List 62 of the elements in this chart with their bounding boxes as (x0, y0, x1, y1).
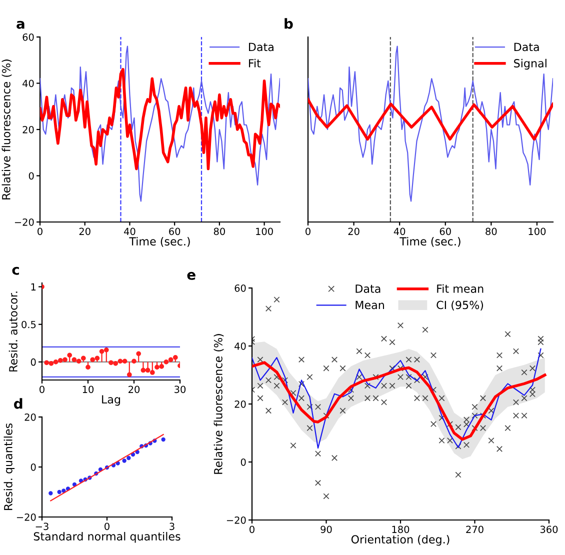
x-tick-label: 20 (79, 228, 90, 236)
y-tick-label: 40 (234, 342, 246, 350)
chart-title: a (16, 20, 24, 29)
x-tick-label: 180 (392, 526, 410, 534)
x-axis-title: Lag (102, 395, 120, 406)
legend-label: Fit mean (437, 284, 484, 293)
y-tick-label: −20 (14, 218, 34, 226)
chart-title: b (284, 18, 293, 29)
x-tick-label: 60 (440, 228, 451, 236)
y-tick-label: 0 (30, 463, 36, 471)
y-tick-label: 20 (24, 413, 36, 421)
x-tick-label: 80 (214, 228, 225, 236)
y-axis-title: Resid. quantiles (4, 423, 15, 510)
y-tick-label: −20 (16, 513, 36, 521)
legend-label: Signal (514, 58, 546, 70)
x-tick-label: 30 (174, 386, 186, 394)
x-tick-label: 40 (394, 228, 406, 236)
chart-title: c (12, 266, 19, 275)
legend-label: Data (514, 42, 539, 52)
y-tick-label: 20 (234, 400, 246, 408)
x-axis-title: Orientation (deg.) (351, 534, 450, 546)
x-axis-title: Time (sec.) (400, 236, 460, 247)
x-tick-label: −3 (36, 522, 48, 530)
y-tick-label: 1 (31, 283, 36, 290)
y-tick-label: 40 (22, 80, 34, 88)
y-tick-label: 0 (28, 172, 34, 180)
y-tick-label: 60 (234, 284, 246, 292)
x-tick-label: 0 (104, 522, 110, 530)
annotation: CI (95%) (436, 300, 484, 310)
x-tick-label: 60 (169, 228, 180, 236)
x-axis-title: Time (sec.) (129, 236, 190, 247)
x-tick-label: 20 (128, 386, 140, 394)
x-tick-label: 0 (40, 386, 44, 394)
x-tick-label: 100 (528, 228, 546, 236)
y-tick-label: −20 (226, 516, 246, 524)
x-tick-label: 0 (250, 526, 254, 534)
legend-label: Mean (356, 300, 384, 310)
x-tick-label: 0 (306, 228, 310, 236)
y-tick-label: 0 (30, 358, 36, 366)
x-tick-label: 20 (348, 228, 360, 236)
x-tick-label: 360 (540, 526, 558, 534)
y-axis-title: Relative fluorescence (%) (214, 334, 224, 474)
legend-label: Data (356, 284, 380, 293)
x-tick-label: 0 (38, 228, 42, 236)
x-tick-label: 80 (486, 228, 497, 236)
x-tick-label: 90 (320, 526, 332, 534)
y-tick-label: 60 (22, 33, 34, 41)
y-tick-label: 20 (22, 126, 34, 134)
x-tick-label: 40 (124, 228, 136, 236)
x-tick-label: 100 (256, 228, 273, 236)
y-tick-label: 0.5 (22, 320, 36, 328)
legend-label: Fit (249, 58, 261, 68)
x-tick-label: 270 (466, 526, 484, 534)
x-axis-title: Standard normal quantiles (34, 532, 180, 543)
legend-label: Data (249, 42, 274, 52)
x-tick-label: 10 (82, 386, 94, 394)
y-axis-title: Relative fluorescence (%) (2, 60, 12, 200)
chart-title: d (14, 398, 22, 409)
chart-title: e (187, 272, 196, 280)
x-tick-label: 3 (170, 522, 174, 530)
y-axis-title: Resid. autocor. (8, 292, 18, 372)
y-tick-label: 0 (240, 458, 246, 466)
